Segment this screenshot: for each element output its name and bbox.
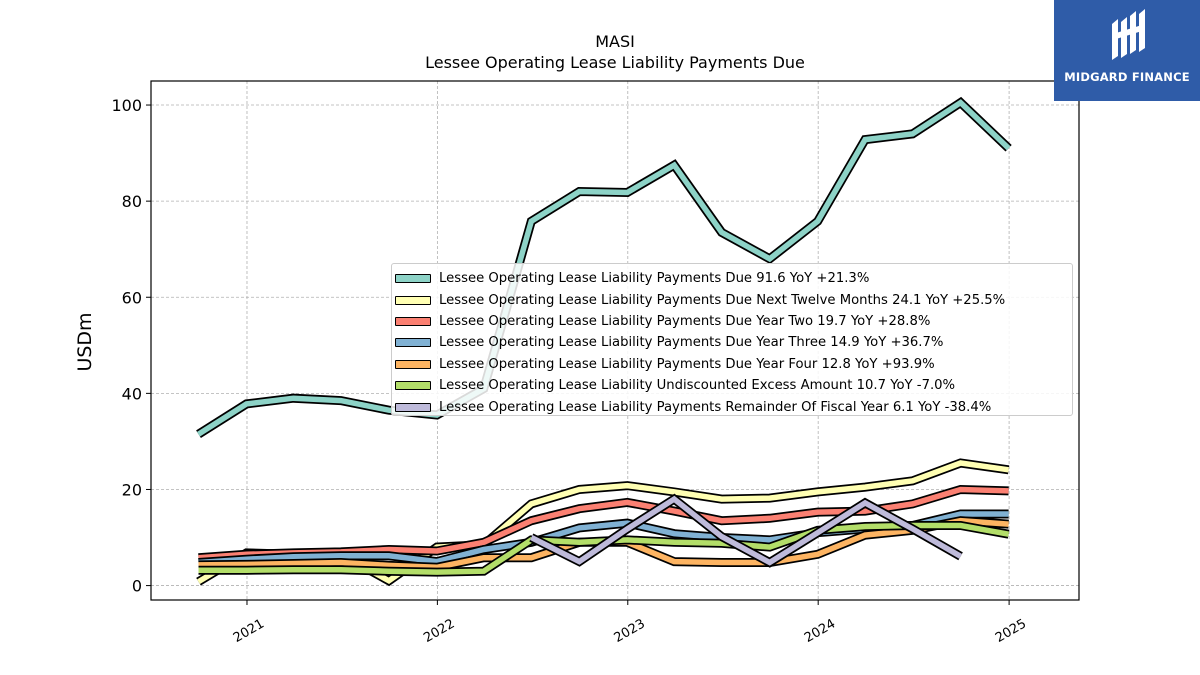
legend-label: Lessee Operating Lease Liability Payment… — [439, 335, 944, 351]
legend-swatch — [395, 381, 431, 391]
legend-item: Lessee Operating Lease Liability Payment… — [392, 268, 1072, 289]
logo-mark-icon — [1112, 9, 1145, 60]
legend-label: Lessee Operating Lease Liability Undisco… — [439, 378, 956, 394]
x-tick-label: 2023 — [612, 616, 648, 646]
y-tick-label: 20 — [122, 480, 142, 499]
x-tick-label: 2021 — [231, 616, 267, 646]
legend: Lessee Operating Lease Liability Payment… — [391, 263, 1073, 416]
chart-title: MASI — [595, 32, 635, 51]
series-line — [197, 99, 1011, 437]
legend-swatch — [395, 295, 431, 305]
legend-label: Lessee Operating Lease Liability Payment… — [439, 271, 870, 287]
y-tick-label: 0 — [132, 577, 142, 596]
legend-swatch — [395, 359, 431, 369]
x-tick-label: 2024 — [802, 616, 838, 646]
legend-item: Lessee Operating Lease Liability Payment… — [392, 396, 1072, 417]
x-tick-label: 2022 — [421, 616, 457, 646]
y-tick-label: 100 — [111, 96, 142, 115]
legend-swatch — [395, 274, 431, 284]
x-tick-label: 2025 — [993, 616, 1029, 646]
legend-item: Lessee Operating Lease Liability Payment… — [392, 311, 1072, 332]
chart-subtitle: Lessee Operating Lease Liability Payment… — [425, 53, 805, 72]
plot-frame — [150, 80, 1080, 601]
legend-label: Lessee Operating Lease Liability Payment… — [439, 356, 935, 372]
legend-item: Lessee Operating Lease Liability Payment… — [392, 289, 1072, 310]
legend-label: Lessee Operating Lease Liability Payment… — [439, 313, 931, 329]
series-line — [530, 495, 962, 566]
legend-item: Lessee Operating Lease Liability Undisco… — [392, 375, 1072, 396]
y-tick-label: 80 — [122, 192, 142, 211]
legend-swatch — [395, 402, 431, 412]
y-tick-label: 60 — [122, 288, 142, 307]
legend-item: Lessee Operating Lease Liability Payment… — [392, 332, 1072, 353]
y-axis-label: USDm — [74, 312, 96, 371]
legend-swatch — [395, 338, 431, 348]
legend-label: Lessee Operating Lease Liability Payment… — [439, 399, 992, 415]
brand-logo: MIDGARD FINANCE — [1054, 0, 1200, 101]
series-lines — [196, 96, 1012, 587]
legend-label: Lessee Operating Lease Liability Payment… — [439, 292, 1006, 308]
y-tick-label: 40 — [122, 384, 142, 403]
legend-swatch — [395, 316, 431, 326]
legend-item: Lessee Operating Lease Liability Payment… — [392, 354, 1072, 375]
logo-text: MIDGARD FINANCE — [1064, 70, 1190, 84]
